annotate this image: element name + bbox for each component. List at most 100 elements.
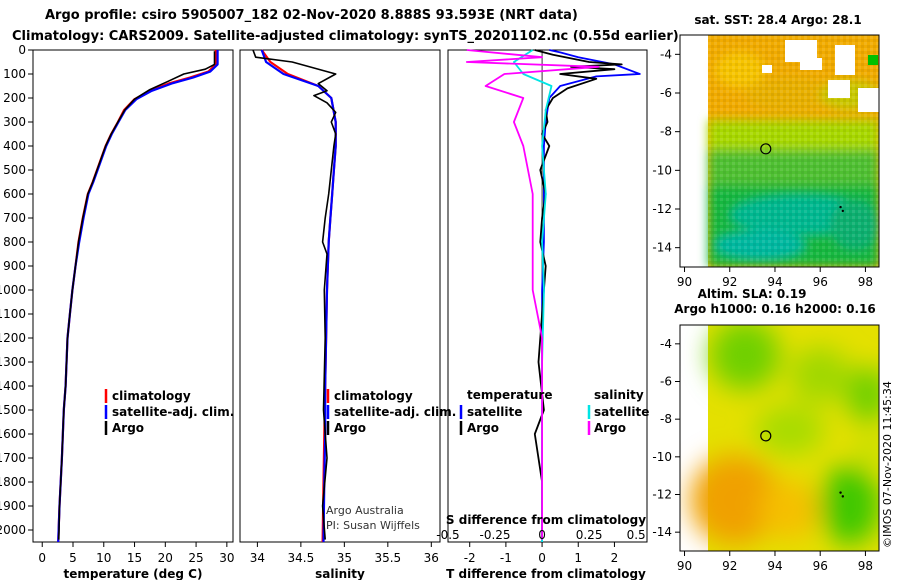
difference-panel-frame: [447, 49, 648, 543]
operator-note: Argo Australia: [326, 504, 404, 517]
lon-tick-label: 92: [722, 275, 737, 289]
float-track-point: [839, 491, 842, 494]
secondary-x-tick-label: -0.5: [436, 528, 459, 542]
lat-tick-label: -12: [652, 488, 672, 502]
sst-map-frame: [679, 34, 880, 268]
lat-tick-label: -6: [660, 375, 672, 389]
lat-tick-label: -8: [660, 125, 672, 139]
depth-tick-label: 900: [3, 259, 26, 273]
x-tick-label: 30: [219, 551, 234, 565]
lat-tick-label: -10: [652, 163, 672, 177]
argo-position-marker: [760, 430, 772, 442]
lon-tick-label: 90: [677, 275, 692, 289]
float-track-point: [841, 495, 845, 498]
legend-climatology-label: climatology: [112, 389, 191, 403]
x-tick-label: -1: [500, 551, 512, 565]
x-tick-label: 2: [611, 551, 619, 565]
depth-tick-label: 1300: [0, 355, 26, 369]
depth-tick-label: 1600: [0, 427, 26, 441]
temperature-axis-label: temperature (deg C): [64, 567, 203, 580]
series-argo-line: [58, 51, 216, 540]
secondary-x-tick-label: 0.5: [627, 528, 646, 542]
float-track-point: [839, 205, 842, 209]
legend-salinity-header: salinity: [594, 388, 644, 402]
series-climatology-line: [57, 50, 217, 543]
legend-sal-argo-label: Argo: [594, 421, 626, 435]
pi-note: PI: Susan Wijffels: [326, 519, 420, 532]
depth-tick-label: 400: [3, 139, 26, 153]
depth-tick-label: 1400: [0, 379, 26, 393]
sst-map: sat. SST: 28.4 Argo: 28.1: [652, 13, 880, 289]
depth-tick-label: 300: [3, 115, 26, 129]
lat-tick-label: -14: [652, 241, 672, 255]
x-tick-label: 34: [250, 551, 265, 565]
series-temperature-argo-line: [533, 49, 623, 540]
series-satellite-adj-clim-line: [57, 50, 219, 543]
x-tick-label: 5: [69, 551, 77, 565]
figure-title-line1: Argo profile: csiro 5905007_182 02-Nov-2…: [45, 8, 578, 23]
lat-tick-label: -14: [652, 525, 672, 539]
salinity-legend: climatology satellite-adj. clim. Argo: [326, 389, 456, 435]
legend-satellite-label: satellite-adj. clim.: [334, 405, 456, 419]
secondary-x-tick-label: 0: [538, 528, 546, 542]
legend-sal-satellite-label: satellite: [594, 405, 649, 419]
salinity-panel-frame: [239, 49, 441, 543]
depth-tick-label: 600: [3, 187, 26, 201]
x-tick-label: 25: [188, 551, 203, 565]
lon-tick-label: 94: [767, 559, 782, 573]
x-tick-label: 1: [574, 551, 582, 565]
x-tick-label: 0: [538, 551, 546, 565]
difference-panel: -2 -1 0 1 2 -0.5 -0.25 0 0.25 0.5 S difference f…: [436, 49, 649, 580]
lon-tick-label: 94: [767, 275, 782, 289]
figure-title-line2: Climatology: CARS2009. Satellite-adjuste…: [12, 29, 679, 44]
depth-tick-label: 800: [3, 235, 26, 249]
sla-map-frame: [679, 324, 880, 552]
x-tick-label: 35.5: [374, 551, 401, 565]
lon-tick-label: 90: [677, 559, 692, 573]
sst-map-title: sat. SST: 28.4 Argo: 28.1: [694, 13, 861, 27]
sla-map-subtitle: Argo h1000: 0.16 h2000: 0.16: [674, 302, 875, 316]
difference-legend: temperature salinity satellite Argo sate…: [459, 388, 649, 435]
legend-temp-argo-label: Argo: [467, 421, 499, 435]
depth-tick-label: 1700: [0, 451, 26, 465]
depth-tick-label: 100: [3, 67, 26, 81]
salinity-difference-axis-label: S difference from climatology: [446, 513, 646, 527]
sla-field: [680, 325, 879, 551]
lat-tick-label: -10: [652, 450, 672, 464]
lon-tick-label: 92: [722, 559, 737, 573]
series-argo-line: [252, 49, 337, 540]
argo-position-marker: [760, 143, 772, 155]
depth-tick-label: 2000: [0, 523, 26, 537]
lat-tick-label: -4: [660, 337, 672, 351]
sla-map: Altim. SLA: 0.19 Argo h1000: 0.16 h2000:…: [652, 287, 880, 573]
lat-tick-label: -8: [660, 412, 672, 426]
depth-tick-label: 1000: [0, 283, 26, 297]
secondary-x-tick-label: -0.25: [480, 528, 511, 542]
depth-tick-label: 1900: [0, 499, 26, 513]
lat-tick-label: -12: [652, 202, 672, 216]
lon-tick-label: 98: [858, 275, 873, 289]
x-tick-label: -2: [464, 551, 476, 565]
series-satellite-adj-clim-line: [260, 49, 337, 543]
temperature-legend: climatology satellite-adj. clim. Argo: [104, 389, 234, 435]
depth-tick-label: 1800: [0, 475, 26, 489]
x-tick-label: 20: [158, 551, 173, 565]
lat-tick-label: -4: [660, 47, 672, 61]
depth-tick-label: 700: [3, 211, 26, 225]
depth-tick-label: 1200: [0, 331, 26, 345]
x-tick-label: 34.5: [288, 551, 315, 565]
legend-climatology-label: climatology: [334, 389, 413, 403]
legend-satellite-label: satellite-adj. clim.: [112, 405, 234, 419]
depth-tick-label: 1100: [0, 307, 26, 321]
imos-credit: ©IMOS 07-Nov-2020 11:45:34: [881, 381, 894, 548]
lat-tick-label: -6: [660, 86, 672, 100]
depth-tick-label: 1500: [0, 403, 26, 417]
x-tick-label: 0: [38, 551, 46, 565]
x-tick-label: 15: [127, 551, 142, 565]
float-track-point: [841, 209, 845, 213]
x-tick-label: 36: [424, 551, 439, 565]
legend-temperature-header: temperature: [467, 388, 552, 402]
temperature-panel-frame: [32, 49, 234, 543]
lon-tick-label: 96: [813, 559, 828, 573]
